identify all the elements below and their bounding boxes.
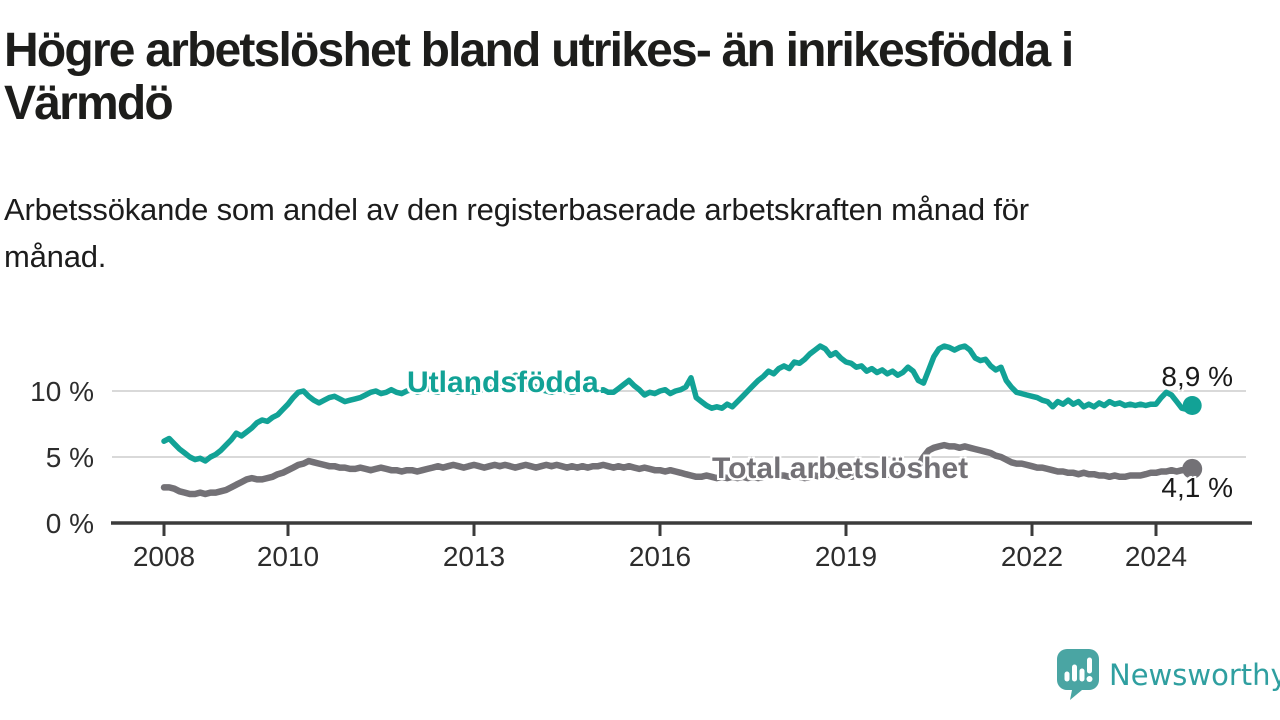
subtitle-line-2: månad. (4, 239, 107, 274)
x-tick-label: 2008 (133, 541, 195, 572)
newsworthy-logo: Newsworthy (1056, 648, 1280, 701)
series-end-dot-utlandsfodda (1182, 396, 1202, 415)
page-title: Högre arbetslöshet bland utrikes- än inr… (4, 24, 1074, 130)
series-line-utlandsfodda (161, 343, 1195, 464)
series-end-dot-total (1182, 458, 1203, 479)
y-tick-label: 10 % (30, 376, 94, 407)
x-tick-label: 2022 (1001, 541, 1063, 572)
y-tick-label: 5 % (46, 442, 94, 473)
x-tick-label: 2013 (443, 541, 505, 572)
x-tick-label: 2024 (1125, 541, 1187, 572)
x-tick-label: 2016 (629, 541, 691, 572)
end-value-label-total: 4,1 % (1161, 472, 1233, 503)
chart-subtitle: Arbetssökande som andel av den registerb… (4, 186, 1029, 280)
y-tick-label: 0 % (46, 508, 94, 539)
title-line-2: Värmdö (4, 77, 174, 130)
newsworthy-wordmark: Newsworthy (1109, 657, 1280, 692)
end-value-label-utlandsfodda: 8,9 % (1161, 361, 1233, 392)
series-label-utlandsfodda: Utlandsfödda (407, 366, 599, 399)
x-tick-label: 2010 (257, 541, 319, 572)
newsworthy-bubble-chart-icon (1057, 649, 1099, 700)
x-tick-label: 2019 (815, 541, 877, 572)
title-line-1: Högre arbetslöshet bland utrikes- än inr… (4, 24, 1074, 77)
series-line-total (160, 441, 1196, 498)
subtitle-line-1: Arbetssökande som andel av den registerb… (4, 192, 1029, 227)
series-label-total-arbetsloshet: Total arbetslöshet (712, 452, 969, 485)
